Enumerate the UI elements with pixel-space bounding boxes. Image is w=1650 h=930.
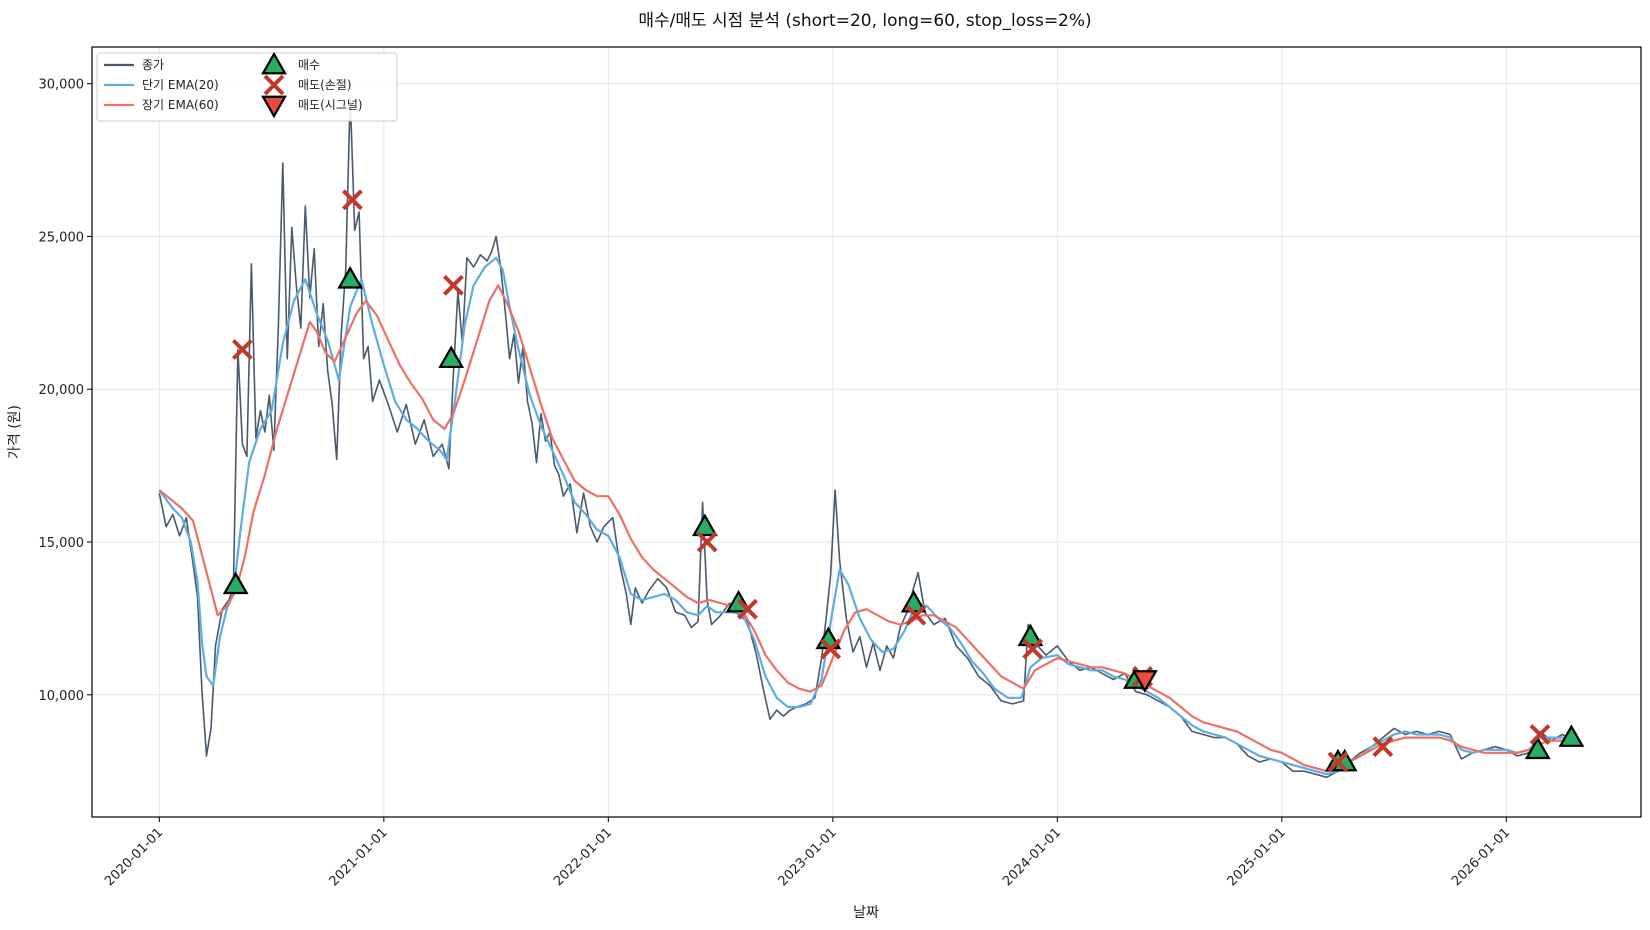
x-tick-label: 2024-01-01 [1000, 825, 1064, 889]
marker-layer [222, 189, 1585, 773]
x-axis-title: 날짜 [853, 905, 879, 921]
sell-stop-marker [1529, 724, 1551, 745]
y-tick-label: 25,000 [39, 230, 85, 245]
legend-swatch-sell-stop [263, 74, 285, 96]
buy-marker [337, 266, 364, 289]
x-tick-label: 2026-01-01 [1449, 825, 1513, 889]
buy-marker [222, 571, 249, 595]
legend-label: 매도(손절) [298, 78, 352, 92]
x-tick-label: 2021-01-01 [327, 825, 391, 889]
buy-marker [691, 513, 718, 537]
y-tick-label: 30,000 [39, 78, 85, 93]
y-tick-label: 20,000 [39, 383, 85, 398]
sell-stop-marker [737, 598, 758, 620]
y-axis-title: 가격 (원) [7, 405, 23, 459]
plot-frame [91, 46, 1642, 818]
sell-stop-marker [820, 638, 841, 660]
sell-stop-marker [443, 274, 464, 296]
sell-stop-marker [341, 189, 363, 211]
legend-swatch-buy [261, 51, 287, 75]
y-tick-label: 15,000 [39, 536, 85, 551]
series-line-ema-long [158, 284, 1574, 773]
sell-stop-marker [1022, 638, 1044, 660]
sell-stop-marker [905, 604, 927, 626]
y-tick-label: 10,000 [39, 689, 85, 704]
legend-box [96, 52, 398, 122]
x-tick-label: 2023-01-01 [776, 825, 840, 889]
legend-label: 매수 [298, 58, 320, 72]
legend-label: 단기 EMA(20) [142, 78, 219, 92]
tick-layer: 2020-01-01 2021-01-01 2022-01-01 2023-01-01… [39, 78, 1514, 890]
series-line-ema-short [158, 256, 1574, 776]
sell-stop-marker [696, 531, 718, 553]
series-layer [158, 95, 1575, 779]
legend-swatch-sell-signal [261, 95, 287, 119]
chart-title: 매수/매도 시점 분석 (short=20, long=60, stop_los… [638, 11, 1091, 31]
sell-stop-marker [1327, 751, 1349, 773]
legend-label: 장기 EMA(60) [142, 98, 219, 112]
series-line-close [158, 95, 1575, 779]
legend-label: 매도(시그널) [298, 98, 363, 112]
legend-label: 종가 [142, 58, 164, 72]
buy-marker [1558, 724, 1585, 747]
x-tick-label: 2022-01-01 [551, 825, 615, 889]
sell-stop-marker [231, 339, 253, 360]
buy-marker [438, 345, 465, 369]
buy-marker [1524, 736, 1551, 760]
x-tick-label: 2020-01-01 [102, 825, 166, 889]
x-tick-label: 2025-01-01 [1225, 825, 1289, 889]
grid-layer [92, 47, 1641, 817]
sell-stop-marker [1372, 736, 1394, 758]
sell-signal-marker [1131, 670, 1158, 693]
